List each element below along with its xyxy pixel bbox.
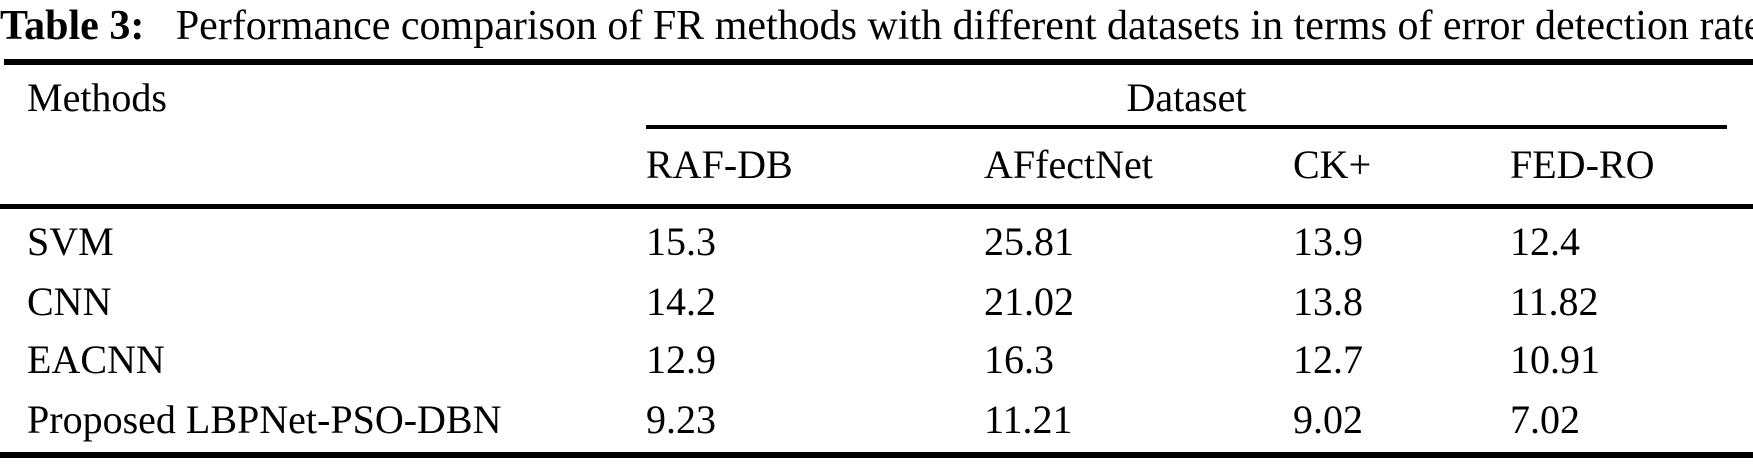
method-name-cell: EACNN (27, 337, 165, 382)
column-header-ck-plus: CK+ (1293, 142, 1372, 187)
column-header-fed-ro: FED-RO (1510, 142, 1655, 187)
value-cell: 16.3 (984, 337, 1054, 382)
value-cell: 9.02 (1293, 397, 1363, 442)
value-cell: 10.91 (1510, 337, 1600, 382)
value-cell: 7.02 (1510, 397, 1580, 442)
value-cell: 15.3 (646, 219, 716, 264)
value-cell: 12.7 (1293, 337, 1363, 382)
methods-column-header: Methods (27, 75, 167, 120)
table-caption-label: Table 3: (0, 3, 145, 49)
value-cell: 13.9 (1293, 219, 1363, 264)
value-cell: 12.9 (646, 337, 716, 382)
value-cell: 25.81 (984, 219, 1074, 264)
value-cell: 21.02 (984, 279, 1074, 324)
header-body-rule (0, 204, 1753, 209)
method-name-cell: SVM (27, 219, 114, 264)
top-rule (4, 59, 1753, 65)
dataset-group-underline (646, 125, 1727, 129)
value-cell: 9.23 (646, 397, 716, 442)
value-cell: 14.2 (646, 279, 716, 324)
value-cell: 13.8 (1293, 279, 1363, 324)
value-cell: 11.82 (1510, 279, 1599, 324)
method-name-cell: CNN (27, 279, 112, 324)
value-cell: 11.21 (984, 397, 1073, 442)
column-header-affectnet: AFfectNet (984, 142, 1153, 187)
dataset-group-header: Dataset (1126, 75, 1247, 120)
column-header-raf-db: RAF-DB (646, 142, 793, 187)
method-name-cell: Proposed LBPNet-PSO-DBN (27, 397, 502, 442)
bottom-rule (0, 452, 1753, 458)
value-cell: 12.4 (1510, 219, 1580, 264)
table-caption: Table 3: Performance comparison of FR me… (0, 2, 1753, 50)
table-caption-text: Performance comparison of FR methods wit… (175, 3, 1753, 49)
